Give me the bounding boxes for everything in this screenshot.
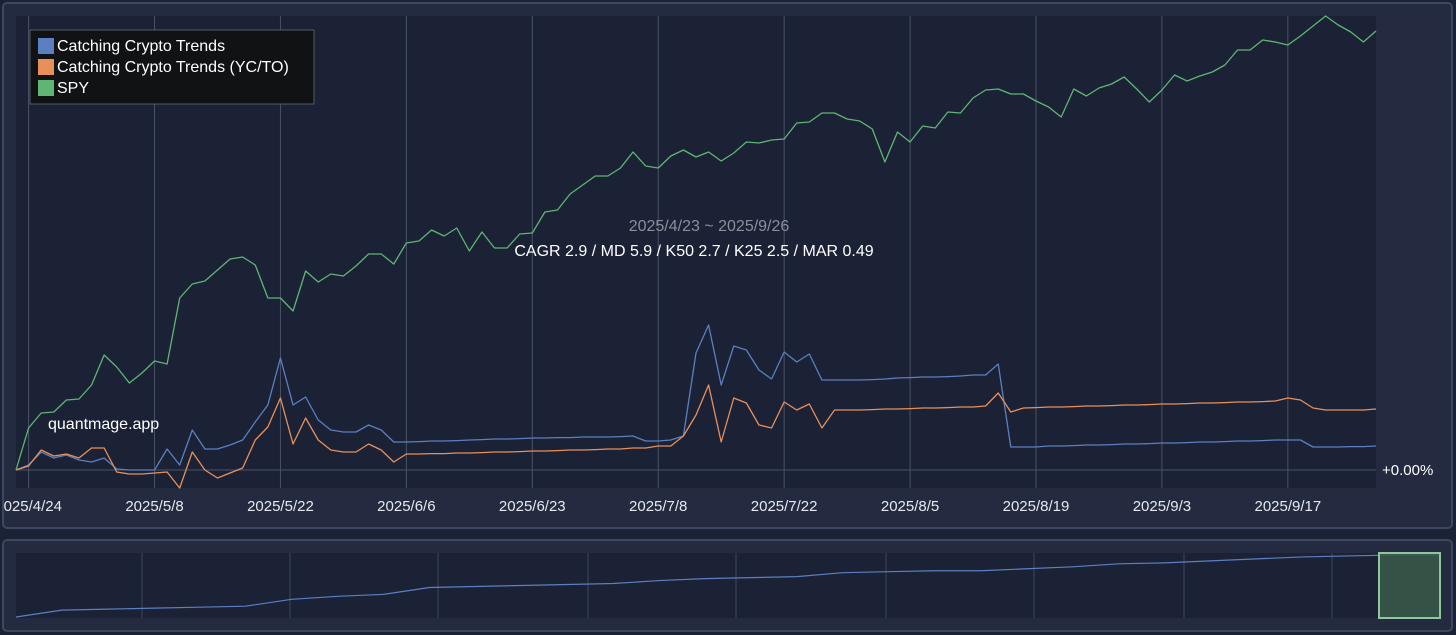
legend-label[interactable]: Catching Crypto Trends (YC/TO) bbox=[57, 59, 289, 76]
x-tick-label: 2025/4/24 bbox=[0, 498, 62, 515]
legend-swatch[interactable] bbox=[38, 80, 54, 96]
x-tick-label: 2025/9/17 bbox=[1254, 498, 1321, 515]
x-tick-label: 2025/5/22 bbox=[247, 498, 314, 515]
series-line bbox=[15, 324, 1377, 471]
navigator-area bbox=[16, 553, 1440, 618]
series-line bbox=[15, 384, 1377, 489]
watermark: quantmage.app bbox=[48, 416, 159, 433]
main-chart: 2025/4/24 2025/5/8 2025/5/22 2025/6/6 2025/6… bbox=[0, 15, 1433, 515]
annotation: CAGR 2.9 / MD 5.9 / K50 2.7 / K25 2.5 / … bbox=[514, 243, 873, 260]
navigator-selection[interactable] bbox=[1378, 552, 1441, 619]
x-tick-label: 2025/9/3 bbox=[1133, 498, 1191, 515]
navigator-grid bbox=[141, 553, 1333, 618]
legend-swatch[interactable] bbox=[38, 38, 54, 54]
x-tick-label: 2025/8/5 bbox=[881, 498, 939, 515]
x-tick-label: 2025/7/8 bbox=[629, 498, 687, 515]
navigator bbox=[15, 554, 1440, 618]
subtitle: 2025/4/23 ~ 2025/9/26 bbox=[629, 218, 790, 235]
legend-label[interactable]: Catching Crypto Trends bbox=[57, 38, 225, 55]
x-tick-label: 2025/5/8 bbox=[125, 498, 183, 515]
x-tick-label: 2025/8/19 bbox=[1003, 498, 1070, 515]
series-line bbox=[15, 554, 1440, 618]
legend-swatch[interactable] bbox=[38, 59, 54, 75]
legend: Catching Crypto Trends Catching Crypto Tr… bbox=[29, 29, 315, 105]
x-tick-label: 2025/7/22 bbox=[751, 498, 818, 515]
y-tick-label: +0.00% bbox=[1382, 462, 1433, 479]
series-line bbox=[15, 15, 1377, 471]
x-tick-label: 2025/6/23 bbox=[499, 498, 566, 515]
x-tick-label: 2025/6/6 bbox=[377, 498, 435, 515]
legend-box bbox=[29, 29, 315, 105]
legend-label[interactable]: SPY bbox=[57, 80, 89, 97]
